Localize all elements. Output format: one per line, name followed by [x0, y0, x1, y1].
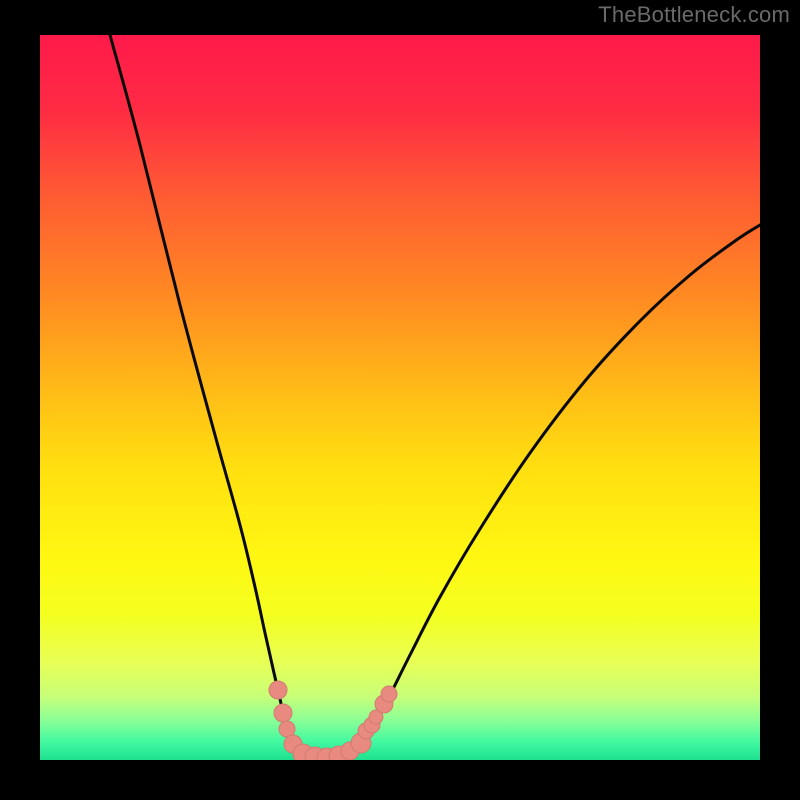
chart-marker — [381, 686, 397, 702]
watermark-text: TheBottleneck.com — [598, 2, 790, 28]
chart-plot-area — [40, 35, 760, 760]
chart-curve — [110, 35, 760, 758]
chart-marker — [269, 681, 287, 699]
chart-marker — [274, 704, 292, 722]
chart-curves — [40, 35, 760, 760]
